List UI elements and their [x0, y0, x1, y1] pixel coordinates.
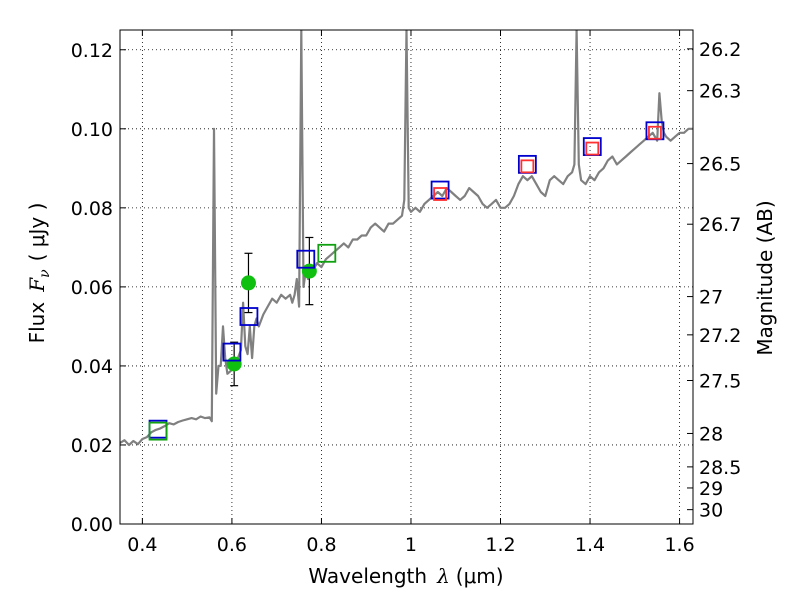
x-tick-label: 1	[405, 534, 417, 556]
y-tick-label: 0.00	[71, 514, 113, 536]
model-flux-blue-square	[239, 307, 259, 326]
model-flux-blue-square	[222, 342, 242, 362]
observed-point	[240, 275, 256, 291]
x-tick-label: 0.4	[127, 534, 157, 556]
model-flux-red-square	[585, 141, 600, 156]
x-axis-label: Wavelength λ (μm)	[308, 564, 503, 588]
mag-tick-label: 30	[699, 500, 723, 522]
y-tick-label: 0.12	[71, 40, 113, 62]
ticks: 0.4 0.6 0.8 1 1.2 1.4 1.6 0.00 0.02 0.04 0.06 0.08 0…	[71, 30, 741, 556]
model-flux-red-square	[520, 159, 535, 174]
model-flux-blue-square	[430, 180, 450, 200]
x-tick-label: 1.2	[485, 534, 515, 556]
mag-tick-label: 26.3	[699, 81, 741, 103]
observed-point	[226, 356, 242, 372]
mag-tick-label: 26.7	[699, 214, 741, 236]
model-flux-green-square	[148, 421, 168, 441]
sed-line	[120, 30, 693, 447]
magnitude-axis-label: Magnitude (AB)	[753, 200, 777, 355]
series-layer	[120, 30, 693, 447]
model-flux-red-square	[648, 125, 662, 140]
y-tick-label: 0.08	[71, 198, 113, 220]
x-tick-label: 0.6	[217, 534, 247, 556]
mag-tick-label: 26.2	[699, 39, 741, 61]
y-tick-label: 0.02	[71, 435, 113, 457]
mag-tick-label: 28	[699, 423, 723, 445]
model-flux-red-square	[433, 187, 447, 201]
mag-tick-label: 27	[699, 287, 723, 309]
mag-tick-label: 27.2	[699, 325, 741, 347]
x-tick-label: 0.8	[306, 534, 336, 556]
model-flux-blue-square	[296, 249, 316, 269]
mag-tick-label: 29	[699, 478, 723, 500]
mag-tick-label: 26.5	[699, 154, 741, 176]
y-tick-label: 0.06	[71, 277, 113, 299]
plot-frame	[119, 29, 694, 525]
y-axis-label: FluxFν( μJy )	[25, 203, 53, 344]
y-tick-label: 0.10	[71, 119, 113, 141]
model-flux-green-square	[317, 243, 337, 263]
x-tick-label: 1.6	[664, 534, 694, 556]
y-tick-label: 0.04	[71, 356, 113, 378]
mag-tick-label: 27.5	[699, 371, 741, 393]
mag-tick-label: 28.5	[699, 457, 741, 479]
x-tick-label: 1.4	[575, 534, 605, 556]
